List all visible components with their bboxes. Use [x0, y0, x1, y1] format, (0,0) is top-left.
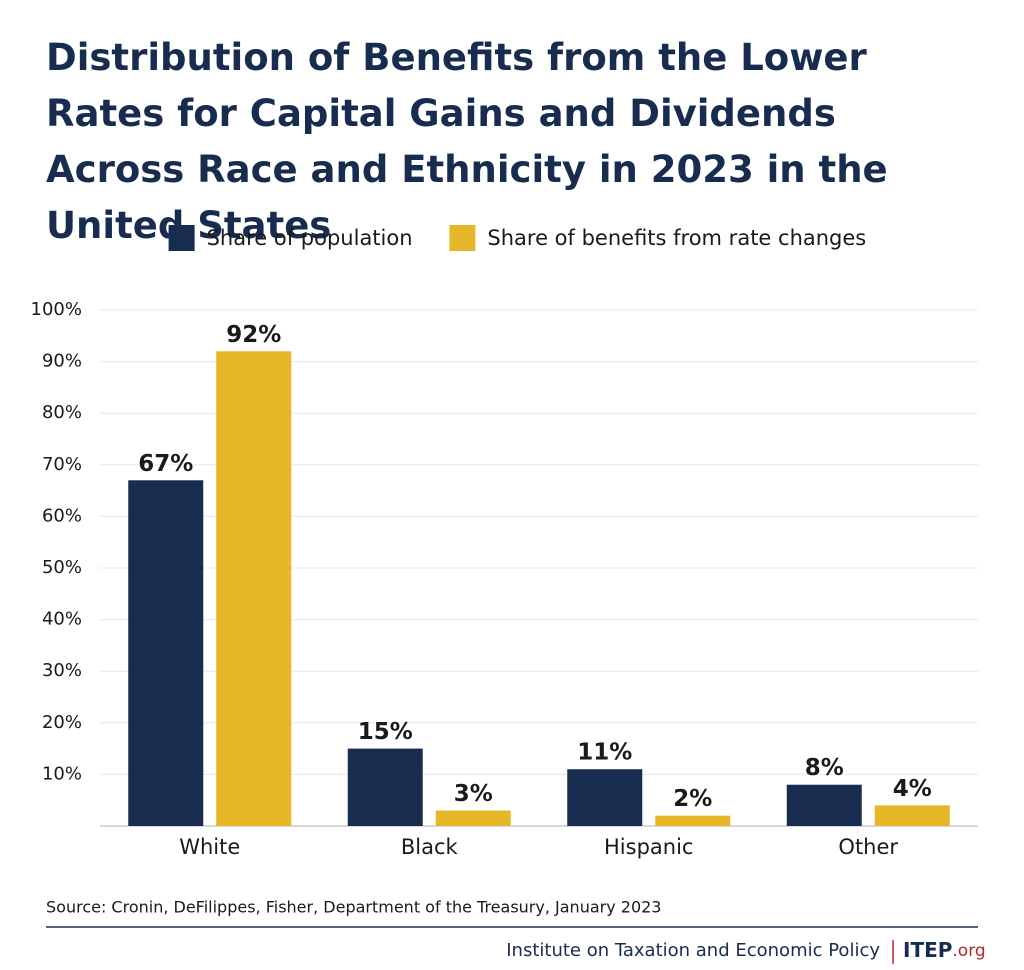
y-tick-label: 100%	[31, 299, 82, 320]
y-tick-label: 20%	[42, 712, 82, 733]
x-tick-label: Hispanic	[604, 835, 693, 859]
footer-logo: ITEP.org	[903, 938, 986, 962]
value-label: 11%	[577, 740, 632, 766]
legend-label: Share of benefits from rate changes	[487, 226, 866, 250]
value-label: 15%	[358, 719, 413, 745]
bar	[874, 805, 950, 826]
bar	[347, 748, 423, 826]
bar	[786, 784, 862, 826]
source: Source: Cronin, DeFilippes, Fisher, Depa…	[46, 898, 661, 917]
y-tick-label: 30%	[42, 660, 82, 681]
logo: ITEP	[903, 938, 952, 962]
logo-suffix: .org	[952, 941, 985, 961]
legend-swatch	[168, 225, 195, 251]
y-tick-label: 70%	[42, 454, 82, 475]
footer-org: Institute on Taxation and Economic Polic…	[506, 940, 880, 961]
x-tick-label: Black	[401, 835, 459, 859]
y-tick-label: 60%	[42, 505, 82, 526]
y-tick-label: 90%	[42, 351, 82, 372]
bar	[567, 769, 643, 826]
value-label: 92%	[226, 322, 281, 348]
y-tick-label: 80%	[42, 402, 82, 423]
legend-swatch	[449, 225, 476, 251]
legend-label: Share of population	[207, 226, 413, 250]
value-label: 8%	[805, 755, 844, 781]
x-tick-label: Other	[838, 835, 898, 859]
value-label: 3%	[454, 781, 493, 807]
value-label: 2%	[673, 786, 712, 812]
y-tick-label: 10%	[42, 763, 82, 784]
y-tick-label: 50%	[42, 557, 82, 578]
y-tick-label: 40%	[42, 609, 82, 630]
value-label: 67%	[138, 451, 193, 477]
x-tick-label: White	[179, 835, 240, 859]
value-label: 4%	[893, 776, 932, 802]
bar	[128, 480, 204, 826]
bar	[216, 351, 292, 826]
chart-title: Distribution of Benefits from the Lower …	[46, 36, 888, 247]
bar	[435, 810, 511, 826]
bar	[655, 815, 731, 826]
